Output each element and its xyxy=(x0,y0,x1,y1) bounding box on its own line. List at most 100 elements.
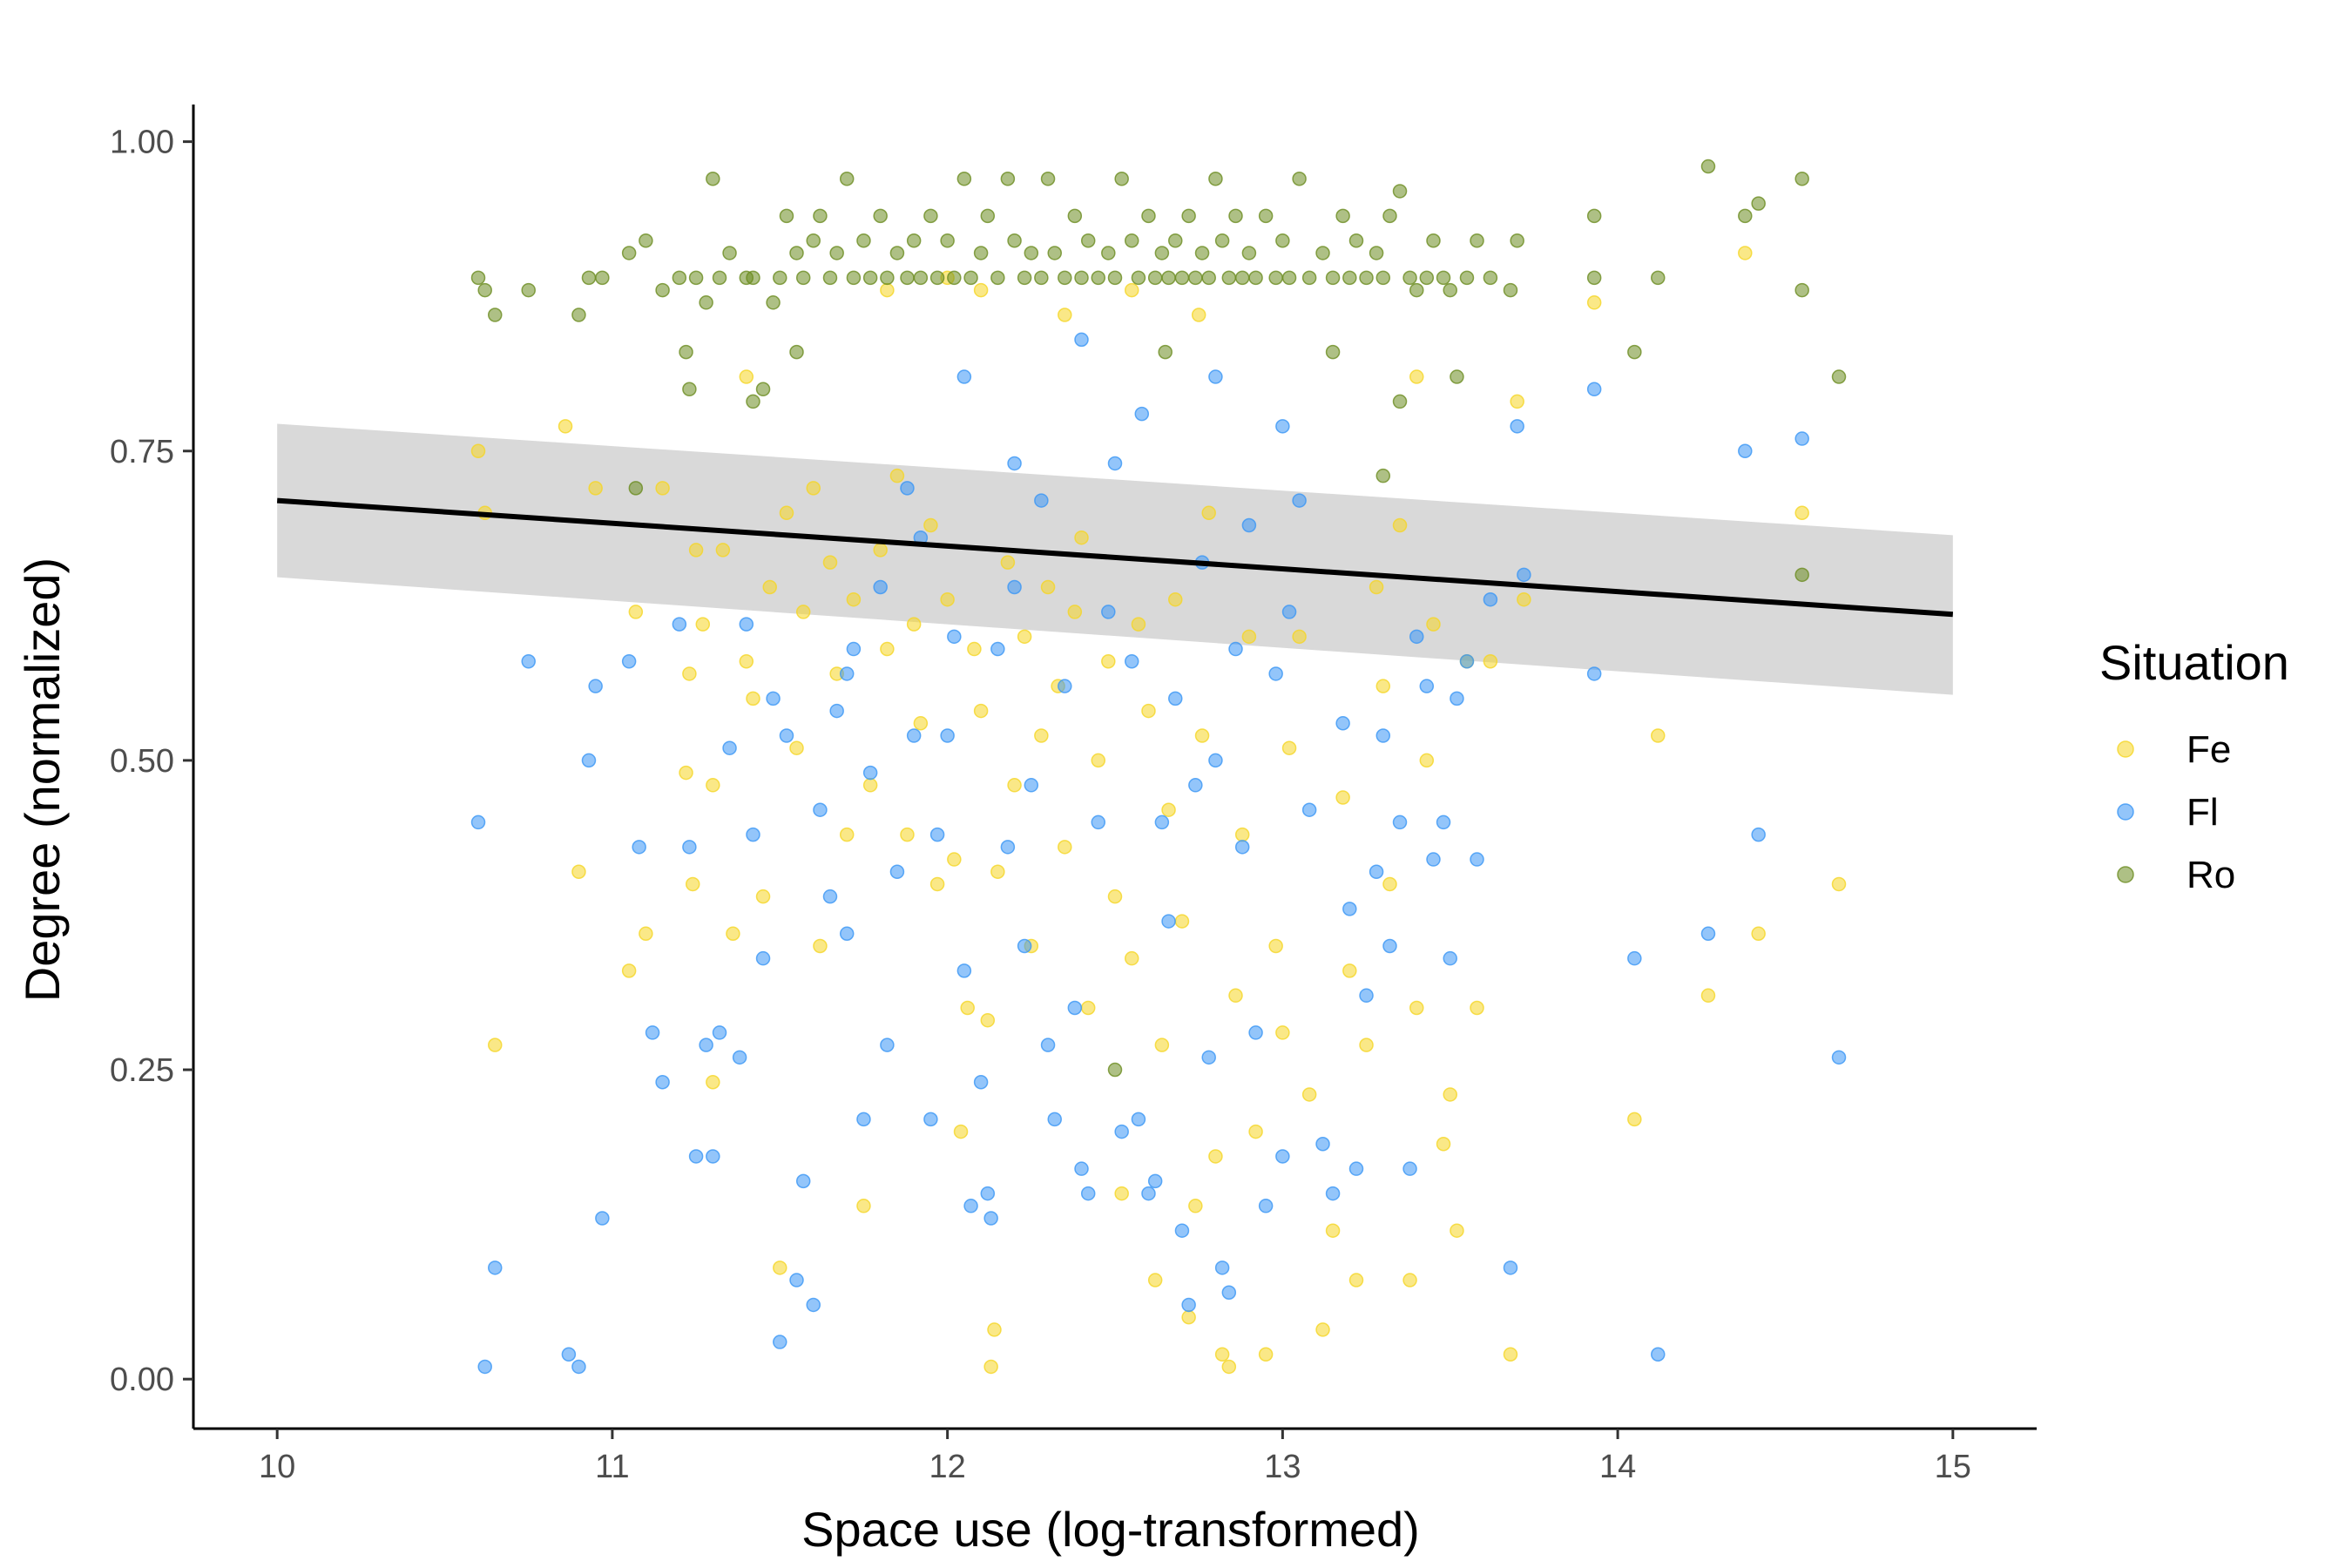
legend-label-fe: Fe xyxy=(2186,728,2231,771)
y-axis-title: Degree (normalized) xyxy=(15,558,70,1002)
x-tick-label: 10 xyxy=(259,1449,295,1485)
data-point xyxy=(1080,1186,1096,1201)
data-point xyxy=(873,579,888,595)
data-point xyxy=(923,1112,938,1127)
data-point xyxy=(1241,246,1257,260)
data-point xyxy=(688,270,704,286)
data-point xyxy=(1459,270,1475,286)
data-point xyxy=(1627,1112,1642,1127)
data-point xyxy=(679,344,693,360)
data-point xyxy=(856,233,871,248)
data-point xyxy=(755,382,771,396)
data-point xyxy=(1275,1025,1290,1040)
data-point xyxy=(1194,728,1210,743)
data-point xyxy=(688,1149,704,1164)
data-point xyxy=(595,1211,610,1226)
data-point xyxy=(1392,517,1408,533)
data-point xyxy=(672,617,687,632)
data-point xyxy=(1034,728,1049,743)
data-point xyxy=(1168,591,1183,607)
data-point xyxy=(1228,641,1243,657)
data-point xyxy=(470,814,486,830)
data-point xyxy=(685,876,700,892)
data-point xyxy=(862,270,878,286)
data-point xyxy=(1700,926,1716,942)
data-point xyxy=(558,419,573,434)
data-point xyxy=(789,344,804,360)
data-point xyxy=(1074,270,1089,286)
data-point xyxy=(755,950,771,966)
data-point xyxy=(1114,1186,1129,1201)
data-point xyxy=(1007,456,1022,471)
data-point xyxy=(913,270,929,286)
data-point xyxy=(1017,938,1032,954)
data-point xyxy=(1382,876,1397,892)
data-point xyxy=(889,468,905,483)
data-point xyxy=(813,802,828,817)
data-point xyxy=(1040,579,1056,595)
data-point xyxy=(1651,270,1666,286)
data-point xyxy=(929,827,945,842)
data-point xyxy=(1510,394,1524,409)
data-point xyxy=(1258,1199,1274,1213)
data-point xyxy=(960,1000,975,1016)
data-point xyxy=(1174,914,1190,929)
data-point xyxy=(1348,1161,1364,1176)
data-point xyxy=(846,641,862,657)
data-point xyxy=(571,1359,586,1375)
data-point xyxy=(722,246,737,260)
legend: Situation Fe Fl Ro xyxy=(2099,635,2289,896)
data-point xyxy=(621,246,637,260)
data-point xyxy=(1369,246,1384,260)
data-point xyxy=(628,605,644,619)
data-point xyxy=(1154,246,1170,260)
data-point xyxy=(1067,605,1083,619)
data-point xyxy=(1348,233,1364,248)
data-point xyxy=(1058,308,1072,322)
data-point xyxy=(789,246,804,260)
data-point xyxy=(1188,1199,1203,1213)
data-point xyxy=(1359,988,1374,1004)
data-point xyxy=(1024,246,1039,260)
data-point xyxy=(929,876,945,892)
data-point xyxy=(1459,654,1475,669)
data-point xyxy=(900,827,915,842)
data-point xyxy=(1007,778,1022,793)
data-point xyxy=(655,282,670,298)
data-point xyxy=(829,246,844,260)
x-tick-label: 11 xyxy=(595,1449,629,1485)
data-point xyxy=(963,270,978,286)
data-point xyxy=(1315,1137,1330,1152)
data-point xyxy=(655,481,670,496)
data-point xyxy=(983,1359,998,1375)
data-point xyxy=(1168,233,1183,248)
data-point xyxy=(806,233,821,248)
data-point xyxy=(956,369,972,384)
data-point xyxy=(1201,1050,1216,1065)
data-point xyxy=(1154,1037,1170,1052)
data-point xyxy=(1831,876,1847,892)
data-point xyxy=(1074,332,1089,348)
data-point xyxy=(1161,802,1176,817)
data-point xyxy=(1281,605,1297,619)
data-point xyxy=(956,963,972,978)
data-point xyxy=(1101,654,1116,669)
data-point xyxy=(839,827,855,842)
data-point xyxy=(521,282,536,298)
data-point xyxy=(1147,1173,1163,1189)
data-point xyxy=(1292,493,1307,508)
data-point xyxy=(940,233,955,248)
data-point xyxy=(779,728,794,743)
data-point xyxy=(1258,1347,1274,1362)
data-point xyxy=(1141,1186,1156,1201)
x-tick-label: 13 xyxy=(1264,1449,1301,1485)
data-point xyxy=(746,827,760,842)
data-point xyxy=(706,778,720,793)
data-point xyxy=(1000,171,1016,186)
data-point xyxy=(488,1037,503,1052)
axes-layer: 10 11 12 13 14 15 0.00 0.25 0.50 0.75 1.00 xyxy=(110,105,2037,1485)
data-point xyxy=(1483,654,1498,669)
data-point xyxy=(595,270,610,286)
data-point xyxy=(1426,852,1441,867)
data-point xyxy=(1751,827,1766,842)
